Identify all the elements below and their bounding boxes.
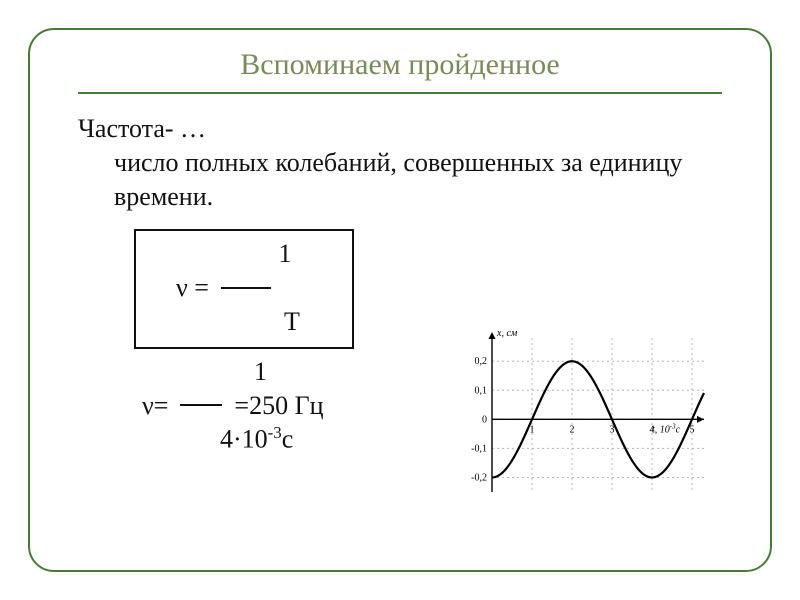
calc-den-base: 4·10 xyxy=(220,425,268,454)
svg-text:2: 2 xyxy=(570,424,575,435)
svg-text:x, см: x, см xyxy=(496,328,518,339)
slide-frame: Вспоминаем пройденное Частота- … число п… xyxy=(28,28,772,572)
formula-denominator: T xyxy=(146,305,342,339)
term-label: Частота- … xyxy=(78,112,722,146)
svg-text:t, 10-3с: t, 10-3с xyxy=(652,422,681,435)
slide-title: Вспоминаем пройденное xyxy=(30,48,770,82)
calc-rhs: =250 Гц xyxy=(234,389,323,423)
fraction-line-icon xyxy=(180,404,222,406)
calc-den-unit: с xyxy=(282,425,294,454)
formula-numerator: 1 xyxy=(146,237,342,271)
svg-text:-0,2: -0,2 xyxy=(471,472,487,483)
formula-box: 1 ν = T xyxy=(134,229,354,348)
svg-text:-0,1: -0,1 xyxy=(471,443,487,454)
definition-text: число полных колебаний, совершенных за е… xyxy=(78,146,722,214)
calc-den-exp: -3 xyxy=(268,423,282,442)
formula-mid: ν = xyxy=(146,271,342,305)
calc-lhs: ν= xyxy=(142,389,168,423)
formula-lhs: ν = xyxy=(146,271,209,305)
fraction-line-icon xyxy=(221,287,271,289)
svg-text:0,2: 0,2 xyxy=(475,356,488,367)
svg-text:0,1: 0,1 xyxy=(475,385,488,396)
svg-text:0: 0 xyxy=(482,414,487,425)
oscillation-graph: -0,2-0,100,10,212345x, смt, 10-3с xyxy=(450,322,712,512)
